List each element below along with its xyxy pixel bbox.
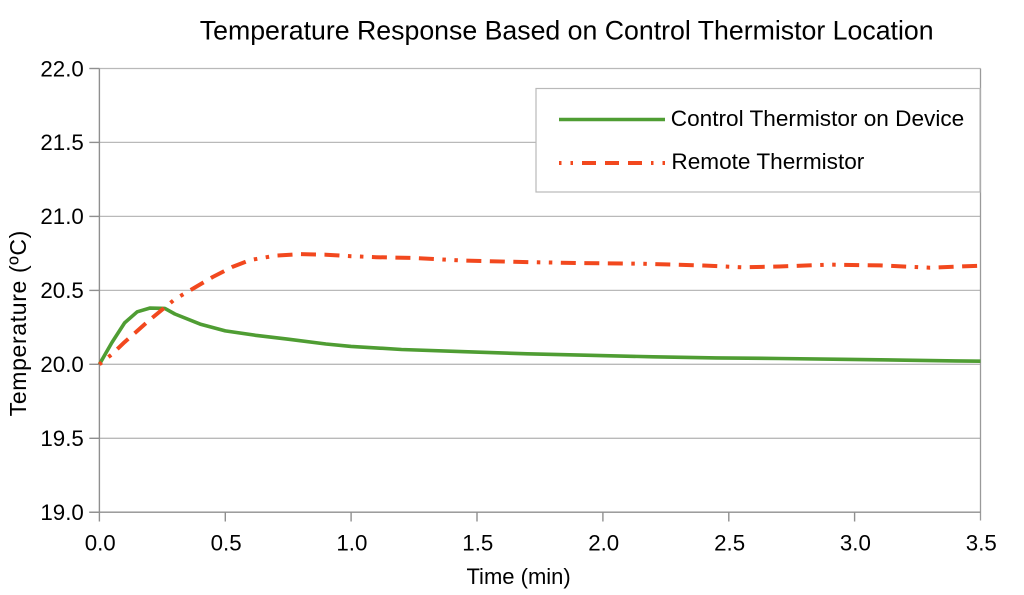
- svg-text:21.5: 21.5: [40, 130, 83, 155]
- svg-text:Time (min): Time (min): [466, 564, 570, 589]
- svg-text:3.5: 3.5: [966, 531, 997, 556]
- svg-text:0.5: 0.5: [211, 531, 242, 556]
- svg-text:20.0: 20.0: [40, 352, 83, 377]
- svg-text:3.0: 3.0: [840, 531, 871, 556]
- svg-text:Control Thermistor on Device: Control Thermistor on Device: [671, 106, 964, 131]
- svg-text:20.5: 20.5: [40, 278, 83, 303]
- svg-text:Remote Thermistor: Remote Thermistor: [671, 149, 864, 174]
- svg-text:22.0: 22.0: [40, 56, 83, 81]
- svg-text:1.0: 1.0: [336, 531, 367, 556]
- svg-text:Temperature (ºC): Temperature (ºC): [5, 230, 31, 416]
- svg-text:19.5: 19.5: [40, 426, 83, 451]
- svg-text:2.0: 2.0: [588, 531, 619, 556]
- svg-text:19.0: 19.0: [40, 500, 83, 525]
- svg-text:2.5: 2.5: [714, 531, 745, 556]
- svg-text:Temperature Response Based on: Temperature Response Based on Control Th…: [200, 15, 934, 45]
- svg-text:1.5: 1.5: [462, 531, 493, 556]
- svg-text:21.0: 21.0: [40, 204, 83, 229]
- svg-text:0.0: 0.0: [85, 531, 116, 556]
